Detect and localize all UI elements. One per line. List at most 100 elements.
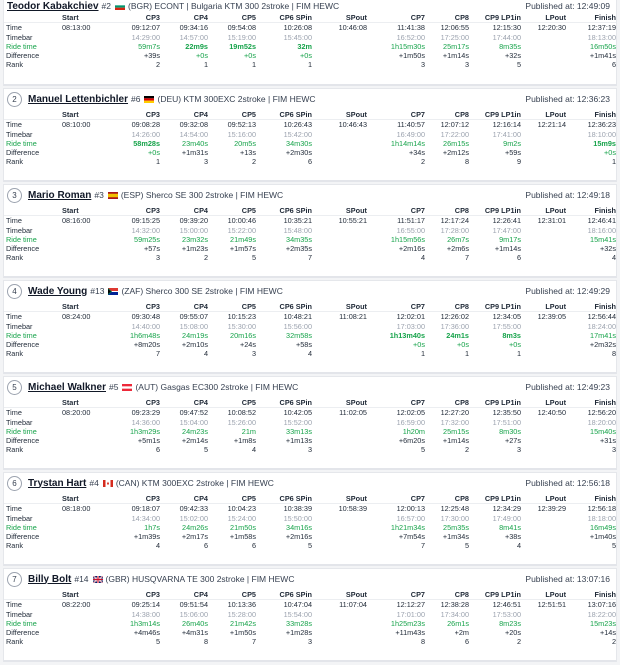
cell: 1 bbox=[251, 60, 256, 70]
column-header: SPout bbox=[345, 398, 367, 407]
cell: +32s bbox=[504, 51, 521, 61]
row-label: Rank bbox=[6, 60, 24, 70]
cell: 1 bbox=[203, 60, 208, 70]
rider-name-link[interactable]: Trystan Hart bbox=[28, 477, 87, 489]
column-header: TOTAL bbox=[616, 13, 617, 23]
cell: +1m14s bbox=[442, 51, 469, 61]
cell: 7 bbox=[307, 253, 312, 263]
cell: 12:36:23 bbox=[566, 119, 616, 130]
cell: 6 bbox=[516, 253, 521, 263]
cell: 2 bbox=[420, 157, 425, 167]
difference-row: Difference +4m46s +4m31s +1m50s +1m28s +11m43… bbox=[4, 628, 616, 638]
cell: 15m41s bbox=[590, 234, 616, 244]
rank-row: Rank 4 6 6 5 7 5 4 5 bbox=[4, 541, 616, 551]
cell: 12:39:29 bbox=[521, 503, 566, 514]
cell: 1 bbox=[464, 349, 469, 359]
cell: 5 bbox=[464, 541, 469, 551]
cell: 12:21:14 bbox=[521, 119, 566, 130]
timebar-row: Timebar 14:34:00 15:02:00 15:24:00 15:50:00 1… bbox=[4, 513, 616, 523]
column-header: LPout bbox=[545, 302, 566, 311]
rider-header: 3 Mario Roman #3 (ESP) Sherco SE 300 2strok… bbox=[4, 185, 616, 205]
column-header: SPout bbox=[345, 13, 367, 22]
cell: 1h21m34s bbox=[390, 522, 425, 532]
cell bbox=[616, 226, 617, 235]
cell: +0s bbox=[509, 340, 521, 350]
cell: 19m52s bbox=[229, 41, 256, 51]
cell: 10:55:21 bbox=[312, 215, 367, 226]
cell: 3 bbox=[420, 60, 425, 70]
cell: 17:41:00 bbox=[492, 129, 521, 139]
cell bbox=[521, 349, 566, 358]
row-label: Timebar bbox=[6, 129, 33, 139]
cell: 3 bbox=[611, 445, 616, 455]
rider-number: #3 bbox=[94, 190, 104, 200]
cell: 1h15m30s bbox=[390, 41, 425, 51]
cell bbox=[312, 331, 367, 340]
cell: 14:57:00 bbox=[179, 32, 208, 42]
cell bbox=[616, 130, 617, 139]
cell bbox=[62, 157, 102, 166]
cell: 24m26s bbox=[182, 522, 208, 532]
rider-number: #14 bbox=[74, 574, 89, 584]
column-header: TOTAL bbox=[616, 302, 617, 312]
rider-name-link[interactable]: Teodor Kabakchiev bbox=[7, 0, 99, 12]
rider-name-link[interactable]: Mario Roman bbox=[28, 189, 92, 201]
cell: 18:20:00 bbox=[587, 417, 616, 427]
cell bbox=[62, 130, 102, 139]
cell: 2 bbox=[251, 157, 256, 167]
cell: 15m40s bbox=[590, 426, 616, 436]
cell bbox=[312, 235, 367, 244]
cell bbox=[616, 610, 617, 619]
cell bbox=[312, 42, 367, 51]
cell: +0s bbox=[300, 51, 312, 61]
column-header: CP9 LP1in bbox=[484, 398, 521, 407]
column-header-row: Start CP3 CP4 CP5 CP6 SPin SPout CP7 CP8 CP9 LP1… bbox=[4, 494, 616, 504]
cell: +1m57s bbox=[229, 244, 256, 254]
rider-name-link[interactable]: Michael Walkner bbox=[28, 381, 106, 393]
cell: 17:49:00 bbox=[492, 513, 521, 523]
cell bbox=[616, 23, 617, 33]
cell: 3 bbox=[464, 60, 469, 70]
rider-name-link[interactable]: Manuel Lettenbichler bbox=[28, 93, 129, 105]
cell: 09:52:13 bbox=[208, 119, 256, 130]
published-time: Published at: 12:49:09 bbox=[525, 1, 610, 11]
cell: 08:10:00 bbox=[62, 119, 102, 130]
cell: 1 bbox=[307, 60, 312, 70]
row-label: Difference bbox=[6, 340, 40, 350]
cell bbox=[62, 331, 102, 340]
cell: +6m20s bbox=[398, 436, 425, 446]
timebar-row: Timebar 14:32:00 15:00:00 15:22:00 15:48:00 1… bbox=[4, 225, 617, 235]
cell bbox=[616, 33, 617, 42]
cell: 08:22:00 bbox=[62, 599, 102, 610]
cell: 3 bbox=[307, 637, 312, 647]
column-header: Start bbox=[62, 206, 79, 215]
column-header: Finish bbox=[594, 13, 617, 22]
column-header: TOTAL bbox=[616, 590, 617, 600]
row-label: Time bbox=[4, 215, 62, 226]
rider-header: 6 Trystan Hart #4 (CAN) KTM 300EXC 2stroke … bbox=[4, 473, 616, 493]
cell: 6 bbox=[203, 541, 208, 551]
cell: +1m39s bbox=[133, 532, 160, 542]
column-header: CP4 bbox=[193, 590, 208, 599]
cell: +20s bbox=[504, 628, 521, 638]
column-header: CP9 LP1in bbox=[484, 494, 521, 503]
cell bbox=[62, 322, 102, 331]
cell: 12:25:48 bbox=[425, 503, 469, 514]
cell bbox=[521, 331, 566, 340]
cell: 4 bbox=[420, 253, 425, 263]
cell: 15:48:00 bbox=[283, 225, 312, 235]
rider-name-link[interactable]: Wade Young bbox=[28, 285, 88, 297]
cell: 4 bbox=[611, 253, 616, 263]
column-header: CP6 SPin bbox=[279, 494, 312, 503]
cell: 21m bbox=[241, 426, 256, 436]
cell: +1m34s bbox=[442, 532, 469, 542]
row-label: Timebar bbox=[6, 32, 33, 42]
cell: 32m bbox=[297, 41, 312, 51]
cell: +1m28s bbox=[285, 628, 312, 638]
cell: 15:52:00 bbox=[283, 417, 312, 427]
cell: 3 bbox=[516, 445, 521, 455]
rider-name-link[interactable]: Billy Bolt bbox=[28, 573, 72, 585]
cell: 12:34:05 bbox=[469, 311, 521, 322]
column-header: CP9 LP1in bbox=[484, 110, 521, 119]
cell: 18:10:00 bbox=[587, 129, 616, 139]
